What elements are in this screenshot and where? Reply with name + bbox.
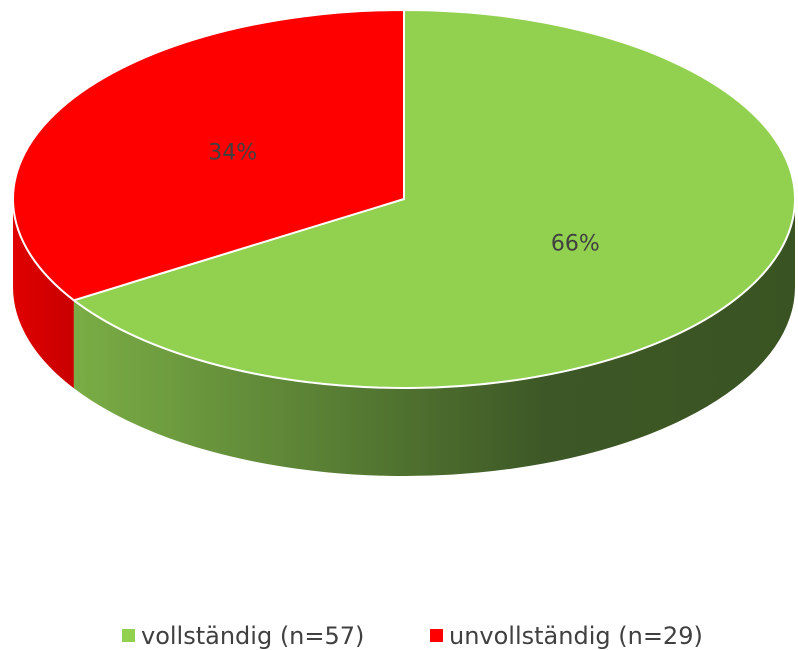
slice-side — [12, 199, 74, 389]
data-label: 66% — [551, 232, 600, 257]
legend-swatch — [122, 629, 135, 642]
legend-label: vollständig (n=57) — [141, 622, 364, 650]
legend-label: unvollständig (n=29) — [449, 622, 703, 650]
legend-swatch — [430, 629, 443, 642]
data-label: 34% — [208, 140, 257, 165]
slice — [12, 8, 405, 302]
slice-side — [73, 199, 795, 476]
slice — [71, 8, 796, 389]
